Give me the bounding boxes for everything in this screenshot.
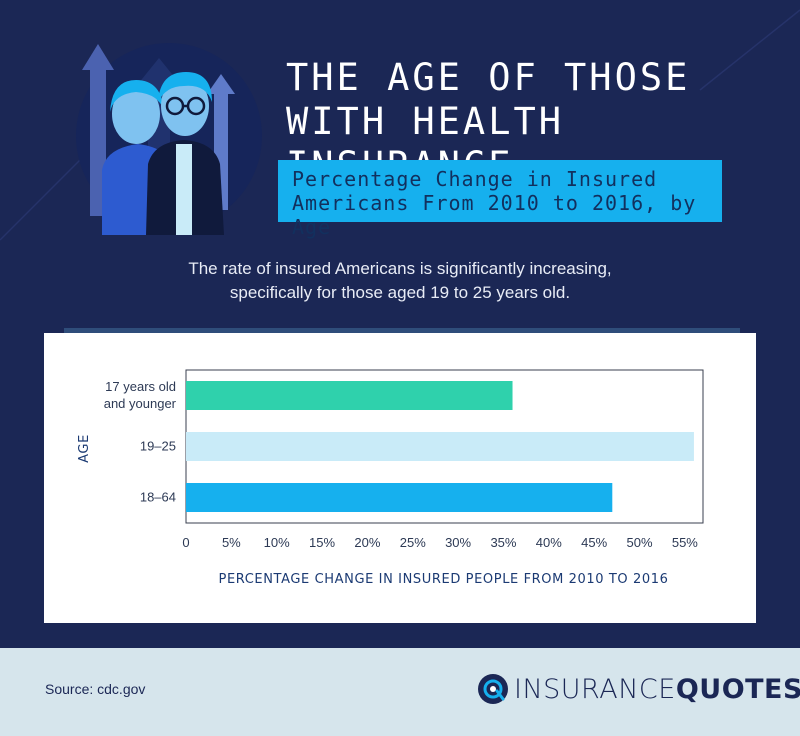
x-axis-title: PERCENTAGE CHANGE IN INSURED PEOPLE FROM… [219, 572, 669, 587]
y-axis-title: AGE [77, 434, 92, 463]
x-tick-label: 40% [536, 535, 562, 550]
bar [186, 381, 513, 410]
x-tick-label: 55% [672, 535, 698, 550]
chart-card: 17 years old and younger 19–25 18–64 0 5% 10% 1… [44, 333, 756, 623]
category-label: 17 years old [105, 379, 176, 394]
category-label: 19–25 [140, 439, 176, 454]
brand-text-quotes: QUOTES [675, 673, 800, 705]
bar-chart: 17 years old and younger 19–25 18–64 0 5% 10% 1… [77, 369, 704, 587]
people-illustration [76, 43, 262, 235]
chart-subtitle: Percentage Change in Insured Americans F… [278, 160, 722, 239]
x-tick-label: 45% [581, 535, 607, 550]
x-tick-label: 25% [400, 535, 426, 550]
source-text: Source: cdc.gov [45, 681, 146, 697]
x-tick-label: 35% [490, 535, 516, 550]
man-figure [146, 72, 224, 235]
background-decoration [0, 9, 800, 241]
x-tick-label: 15% [309, 535, 335, 550]
insurance-quotes-logo-icon [478, 674, 508, 704]
brand-text-insurance: INSURANCE [514, 673, 676, 705]
x-tick-label: 30% [445, 535, 471, 550]
x-tick-label: 50% [626, 535, 652, 550]
category-label: and younger [104, 396, 177, 411]
x-tick-label: 20% [354, 535, 380, 550]
category-label: 18–64 [140, 490, 176, 505]
bar [186, 483, 613, 512]
x-tick-label: 0 [182, 535, 189, 550]
brand-logo: INSURANCE QUOTES [476, 671, 800, 707]
bar [186, 432, 694, 461]
x-tick-label: 5% [222, 535, 241, 550]
intro-text: The rate of insured Americans is signifi… [188, 259, 612, 302]
footer: Source: cdc.gov INSURANCE QUOTES [0, 648, 800, 736]
x-tick-label: 10% [264, 535, 290, 550]
